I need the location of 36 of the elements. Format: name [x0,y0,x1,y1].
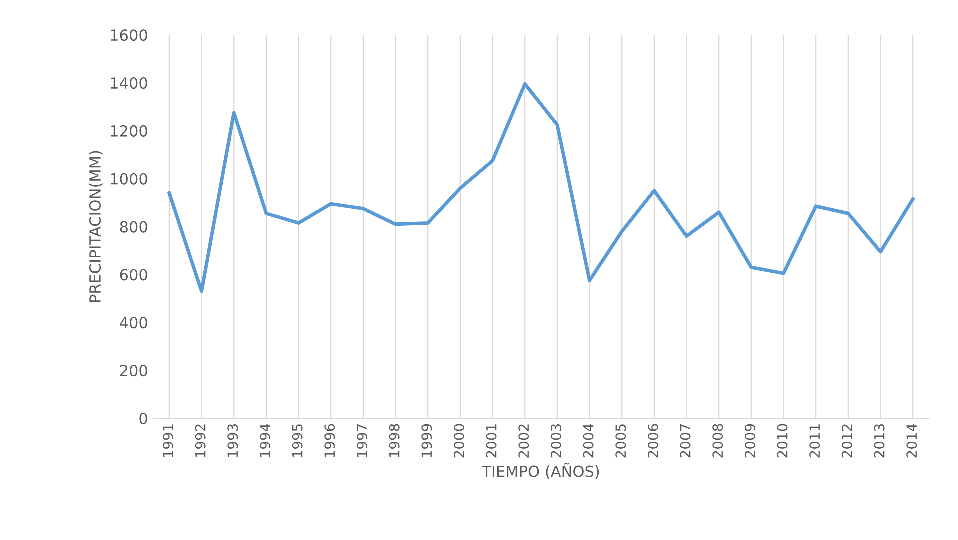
x-tick-label: 1997 [356,424,368,458]
x-tick-label: 2011 [810,424,820,458]
x-tick-label: 2001 [486,424,497,458]
x-tick-label: 1999 [422,424,432,458]
x-tick-label: 2012 [842,424,852,458]
x-tick-label: 2005 [616,424,626,458]
y-tick-label: 200 [120,365,148,377]
x-tick-label: 1995 [292,424,303,458]
x-tick-label: 1993 [228,424,238,458]
y-tick-label: 1000 [111,173,148,185]
x-tick-label: 2002 [518,424,530,458]
y-tick-label: 800 [120,221,148,233]
x-tick-label: 2006 [648,424,658,458]
x-tick-label: 1996 [324,424,336,458]
y-axis-title: PRECIPITACION(MM) [89,151,103,302]
x-tick-label: 1992 [195,424,206,458]
x-tick-label: 2013 [874,424,885,458]
x-tick-label: 2004 [583,424,594,458]
y-tick-label: 400 [120,317,148,329]
x-tick-label: 1994 [260,424,270,458]
y-tick-label: 1600 [111,30,148,42]
x-tick-label: 2009 [744,424,756,458]
x-tick-label: 2000 [454,424,464,458]
x-tick-label: 1998 [389,424,400,458]
y-tick-label: 600 [120,269,148,281]
y-tick-label: 1200 [111,125,148,137]
line-series [168,82,915,294]
x-tick-label: 2003 [550,424,562,458]
x-tick-label: 2008 [712,424,724,458]
y-tick-label: 0 [140,412,148,425]
x-tick-label: 2014 [906,424,918,458]
x-axis-title: TIEMPO (AÑOS) [482,463,600,480]
y-tick-label: 1400 [111,77,148,90]
x-tick-label: 2010 [777,424,788,458]
x-tick-label: 1991 [162,424,174,458]
x-tick-label: 2007 [680,424,691,458]
